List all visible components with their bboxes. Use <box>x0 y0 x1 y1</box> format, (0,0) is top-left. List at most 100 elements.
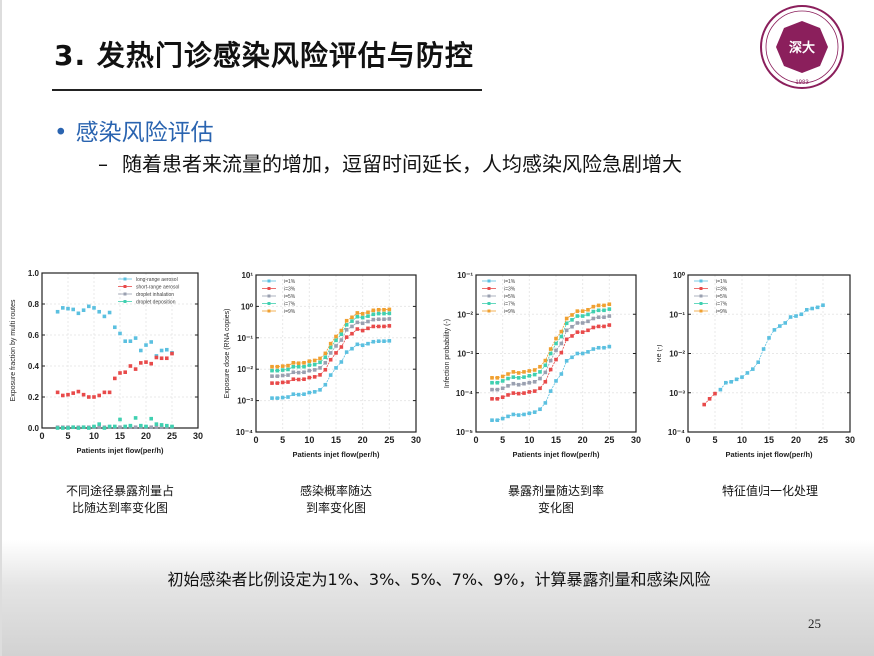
legend-label: i=7% <box>504 302 516 308</box>
data-point <box>532 380 537 384</box>
data-point <box>118 417 122 422</box>
series-line-i=1% <box>720 304 824 390</box>
data-point <box>564 359 569 363</box>
data-point <box>382 311 386 316</box>
data-point <box>745 371 750 375</box>
data-point <box>376 311 381 316</box>
data-point <box>355 327 360 331</box>
data-point <box>575 309 580 313</box>
data-point <box>360 312 365 316</box>
data-point <box>554 348 558 353</box>
legend-label: i=1% <box>504 279 516 285</box>
sub-dash: – <box>98 152 108 176</box>
data-point <box>87 426 91 430</box>
data-point <box>596 308 601 313</box>
sub-bullet-text: 随着患者来流量的增加，逗留时间延长，人均感染风险急剧增大 <box>122 152 682 176</box>
x-tick-label: 30 <box>631 435 641 445</box>
data-point <box>291 360 296 365</box>
x-tick-label: 20 <box>578 435 588 445</box>
data-point <box>71 307 75 312</box>
data-point <box>344 350 349 354</box>
data-point <box>118 331 122 336</box>
legend-marker <box>487 287 491 290</box>
data-point <box>740 375 744 379</box>
x-tick-label: 0 <box>253 435 258 445</box>
data-point <box>334 366 338 370</box>
data-point <box>350 346 354 351</box>
data-point <box>756 360 760 365</box>
data-point <box>318 366 322 370</box>
data-point <box>307 375 312 380</box>
bullet-dot: • <box>54 120 68 146</box>
data-point <box>97 425 101 430</box>
y-tick-label: 10⁻⁵ <box>456 428 473 437</box>
data-point <box>323 367 328 372</box>
data-point <box>575 330 580 334</box>
data-point <box>506 372 510 376</box>
data-point <box>92 395 96 399</box>
legend-marker <box>123 277 127 281</box>
data-point <box>344 318 349 323</box>
shenzhen-university-logo: 深大 1983 <box>760 5 844 89</box>
data-point <box>538 370 542 374</box>
data-point <box>591 304 596 309</box>
data-point <box>123 339 127 343</box>
svg-text:1983: 1983 <box>795 80 809 86</box>
data-point <box>55 390 60 395</box>
data-point <box>154 355 159 360</box>
caption-4: 特征值归一化处理 <box>721 484 818 498</box>
y-axis-label: Infection probability (-) <box>444 319 451 388</box>
bullet-heading: • 感染风险评估 <box>54 113 214 147</box>
data-point <box>360 328 365 333</box>
data-point <box>87 304 91 309</box>
data-point <box>500 395 505 400</box>
data-point <box>312 375 317 379</box>
data-point <box>270 374 274 378</box>
legend-marker <box>699 287 703 290</box>
data-point <box>554 379 558 383</box>
data-point <box>527 390 532 394</box>
data-point <box>302 377 306 382</box>
data-point <box>538 376 542 381</box>
data-point <box>102 314 107 319</box>
data-point <box>76 311 81 316</box>
data-point <box>376 324 381 329</box>
data-point <box>543 401 548 405</box>
data-point <box>570 318 574 322</box>
data-point <box>302 364 306 369</box>
x-tick-label: 25 <box>167 431 177 441</box>
legend-label: long-range aerosol <box>136 277 178 283</box>
data-point <box>339 332 344 337</box>
x-tick-label: 15 <box>115 431 125 441</box>
data-point <box>376 307 381 312</box>
data-point <box>280 395 285 400</box>
data-point <box>382 339 386 343</box>
data-point <box>165 356 169 361</box>
data-point <box>350 315 354 320</box>
y-tick-label: 10⁰ <box>673 271 686 280</box>
data-point <box>570 324 574 329</box>
x-tick-label: 20 <box>141 431 151 441</box>
data-point <box>543 358 548 363</box>
data-point <box>339 360 344 364</box>
y-tick-label: 10⁻² <box>457 310 473 319</box>
data-point <box>511 375 516 379</box>
data-point <box>55 426 60 430</box>
data-point <box>554 357 558 362</box>
data-point <box>602 308 606 313</box>
data-point <box>334 344 338 348</box>
data-point <box>55 309 60 314</box>
data-point <box>575 321 580 325</box>
data-point <box>128 339 133 343</box>
data-point <box>149 425 153 430</box>
data-point <box>159 425 164 430</box>
x-tick-label: 0 <box>685 435 690 445</box>
data-point <box>296 370 301 375</box>
data-point <box>548 351 553 356</box>
legend-label: i=7% <box>284 302 296 308</box>
data-point <box>334 351 338 355</box>
x-tick-label: 25 <box>384 435 394 445</box>
chart-exposure-fraction: 0 5 10 15 20 25 30 0.0 0.2 0.4 0.6 0.8 1.0 Patients i… <box>10 269 203 455</box>
data-point <box>387 324 392 328</box>
